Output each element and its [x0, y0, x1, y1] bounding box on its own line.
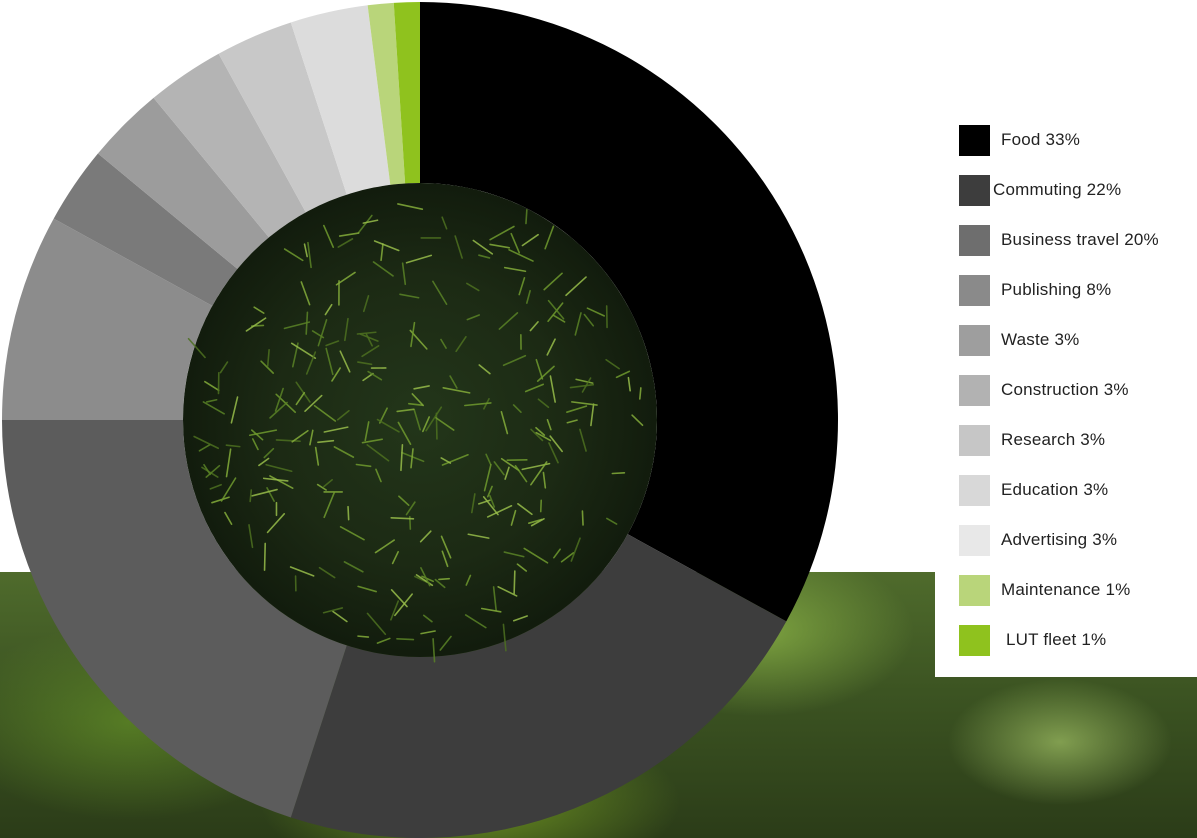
pie-slice-education [218, 22, 347, 213]
legend-label: Commuting 22% [993, 180, 1122, 199]
pie-slice-advertising [290, 5, 391, 195]
pie-slice-waste [53, 153, 238, 306]
pie-slice-food [420, 2, 838, 622]
legend-swatch [959, 375, 990, 406]
pie-slice-commuting [290, 534, 787, 838]
legend-swatch [959, 625, 990, 656]
legend-swatch [959, 275, 990, 306]
legend-label: Maintenance 1% [1001, 580, 1131, 599]
legend-label: Publishing 8% [1001, 280, 1112, 299]
legend-swatch [959, 475, 990, 506]
legend-label: LUT fleet 1% [1006, 630, 1107, 649]
legend-label: Business travel 20% [1001, 230, 1159, 249]
legend-label: Research 3% [1001, 430, 1106, 449]
legend-swatch [959, 125, 990, 156]
legend-label: Food 33% [1001, 130, 1081, 149]
legend-label: Construction 3% [1001, 380, 1129, 399]
pie-slice-publishing [2, 218, 213, 420]
pie-slice-business-travel [2, 420, 347, 818]
legend-swatch [959, 525, 990, 556]
legend-swatch [959, 175, 990, 206]
legend-swatch [959, 225, 990, 256]
pie-slice-maintenance [367, 2, 406, 185]
pie-slice-construction [97, 97, 269, 269]
legend-swatch [959, 325, 990, 356]
legend-label: Waste 3% [1001, 330, 1080, 349]
pie-slice-research [153, 53, 306, 238]
legend-swatch [959, 425, 990, 456]
center-spruce-photo [183, 183, 657, 663]
chart-legend: Food 33% Commuting 22% Business travel 2… [935, 106, 1197, 677]
pie-slice-lut-fleet [393, 2, 420, 184]
legend-label: Advertising 3% [1001, 530, 1118, 549]
legend-swatch [959, 575, 990, 606]
legend-label: Education 3% [1001, 480, 1109, 499]
